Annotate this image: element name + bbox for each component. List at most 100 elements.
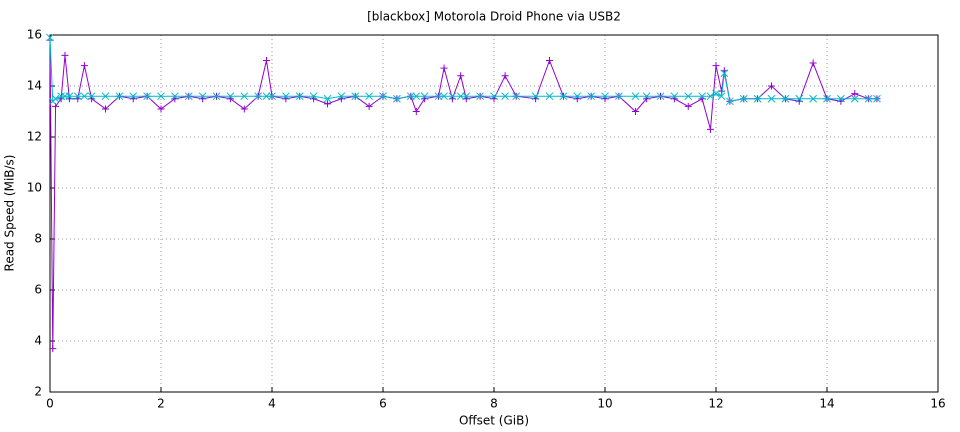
- point-marker: [823, 94, 831, 103]
- point-marker: [837, 94, 845, 103]
- point-marker: [573, 92, 582, 101]
- point-marker: [365, 102, 373, 110]
- point-marker: [262, 92, 271, 101]
- x-tick-label: 16: [930, 397, 945, 411]
- point-marker: [337, 92, 346, 101]
- x-tick-label: 8: [490, 397, 498, 411]
- point-marker: [406, 92, 415, 101]
- point-marker: [412, 108, 420, 115]
- point-marker: [295, 92, 304, 101]
- point-marker: [49, 345, 57, 353]
- point-marker: [739, 94, 748, 103]
- x-tick-label: 10: [597, 397, 612, 411]
- point-marker: [864, 94, 873, 103]
- point-marker: [323, 94, 332, 103]
- point-marker: [184, 92, 193, 101]
- point-marker: [351, 92, 360, 101]
- point-marker: [254, 92, 262, 101]
- x-tick-label: 2: [157, 397, 165, 411]
- point-marker: [101, 92, 110, 101]
- point-marker: [365, 92, 373, 101]
- point-marker: [440, 92, 448, 101]
- point-marker: [490, 92, 498, 101]
- point-marker: [712, 62, 720, 70]
- point-marker: [102, 105, 109, 113]
- point-marker: [587, 92, 595, 101]
- point-marker: [212, 92, 221, 101]
- point-marker: [51, 94, 60, 103]
- point-marker: [80, 62, 88, 70]
- point-marker: [324, 100, 331, 108]
- point-marker: [440, 64, 448, 72]
- x-tick-label: 12: [708, 397, 723, 411]
- point-marker: [720, 69, 729, 78]
- series-line: [49, 37, 877, 103]
- point-marker: [726, 97, 734, 106]
- point-marker: [412, 92, 421, 101]
- point-marker: [240, 92, 249, 101]
- point-marker: [157, 105, 165, 113]
- point-marker: [698, 92, 706, 101]
- point-marker: [73, 92, 82, 101]
- point-marker: [226, 92, 235, 101]
- point-marker: [171, 92, 179, 101]
- point-marker: [546, 57, 553, 64]
- y-axis-label: Read Speed (MiB/s): [3, 155, 17, 272]
- plot-frame: [49, 34, 939, 393]
- point-marker: [601, 92, 609, 101]
- point-marker: [706, 92, 715, 101]
- point-marker: [531, 92, 540, 101]
- x-tick-label: 0: [46, 397, 54, 411]
- point-marker: [712, 89, 720, 98]
- x-axis-label: Offset (GiB): [459, 414, 529, 428]
- point-marker: [61, 51, 69, 59]
- point-marker: [809, 59, 817, 67]
- point-marker: [632, 108, 640, 115]
- y-tick-label: 6: [34, 283, 42, 297]
- point-marker: [717, 92, 726, 101]
- point-marker: [656, 92, 665, 101]
- point-marker: [501, 72, 509, 80]
- point-marker: [87, 92, 96, 101]
- point-marker: [642, 92, 651, 101]
- point-marker: [631, 92, 640, 101]
- point-marker: [851, 90, 859, 98]
- x-tick-label: 14: [819, 397, 834, 411]
- y-tick-label: 10: [27, 181, 42, 195]
- point-marker: [767, 94, 776, 103]
- point-marker: [512, 92, 521, 101]
- point-marker: [65, 92, 74, 101]
- point-marker: [670, 92, 679, 101]
- x-tick-label: 4: [268, 397, 276, 411]
- point-marker: [795, 94, 804, 103]
- y-tick-label: 12: [27, 130, 42, 144]
- point-marker: [80, 92, 89, 101]
- point-marker: [268, 92, 276, 101]
- point-marker: [57, 92, 65, 101]
- point-marker: [768, 82, 775, 90]
- point-marker: [501, 92, 509, 101]
- y-tick-label: 4: [34, 334, 42, 348]
- chart-title: [blackbox] Motorola Droid Phone via USB2: [367, 10, 621, 24]
- point-marker: [615, 92, 623, 101]
- point-marker: [684, 102, 692, 110]
- point-marker: [157, 92, 165, 101]
- y-tick-label: 2: [34, 385, 42, 399]
- point-marker: [115, 92, 124, 101]
- point-marker: [262, 57, 270, 64]
- point-marker: [379, 92, 387, 101]
- point-marker: [240, 105, 248, 113]
- point-marker: [46, 33, 54, 42]
- point-marker: [282, 92, 290, 101]
- point-marker: [198, 92, 207, 101]
- point-marker: [129, 92, 138, 101]
- point-marker: [143, 92, 151, 101]
- point-marker: [476, 92, 484, 101]
- point-marker: [706, 125, 714, 133]
- point-marker: [456, 92, 465, 101]
- point-marker: [457, 72, 465, 80]
- point-marker: [753, 94, 762, 103]
- point-marker: [420, 92, 429, 101]
- x-tick-label: 6: [379, 397, 387, 411]
